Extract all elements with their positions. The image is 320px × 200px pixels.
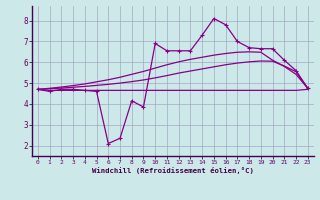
X-axis label: Windchill (Refroidissement éolien,°C): Windchill (Refroidissement éolien,°C) [92, 167, 254, 174]
